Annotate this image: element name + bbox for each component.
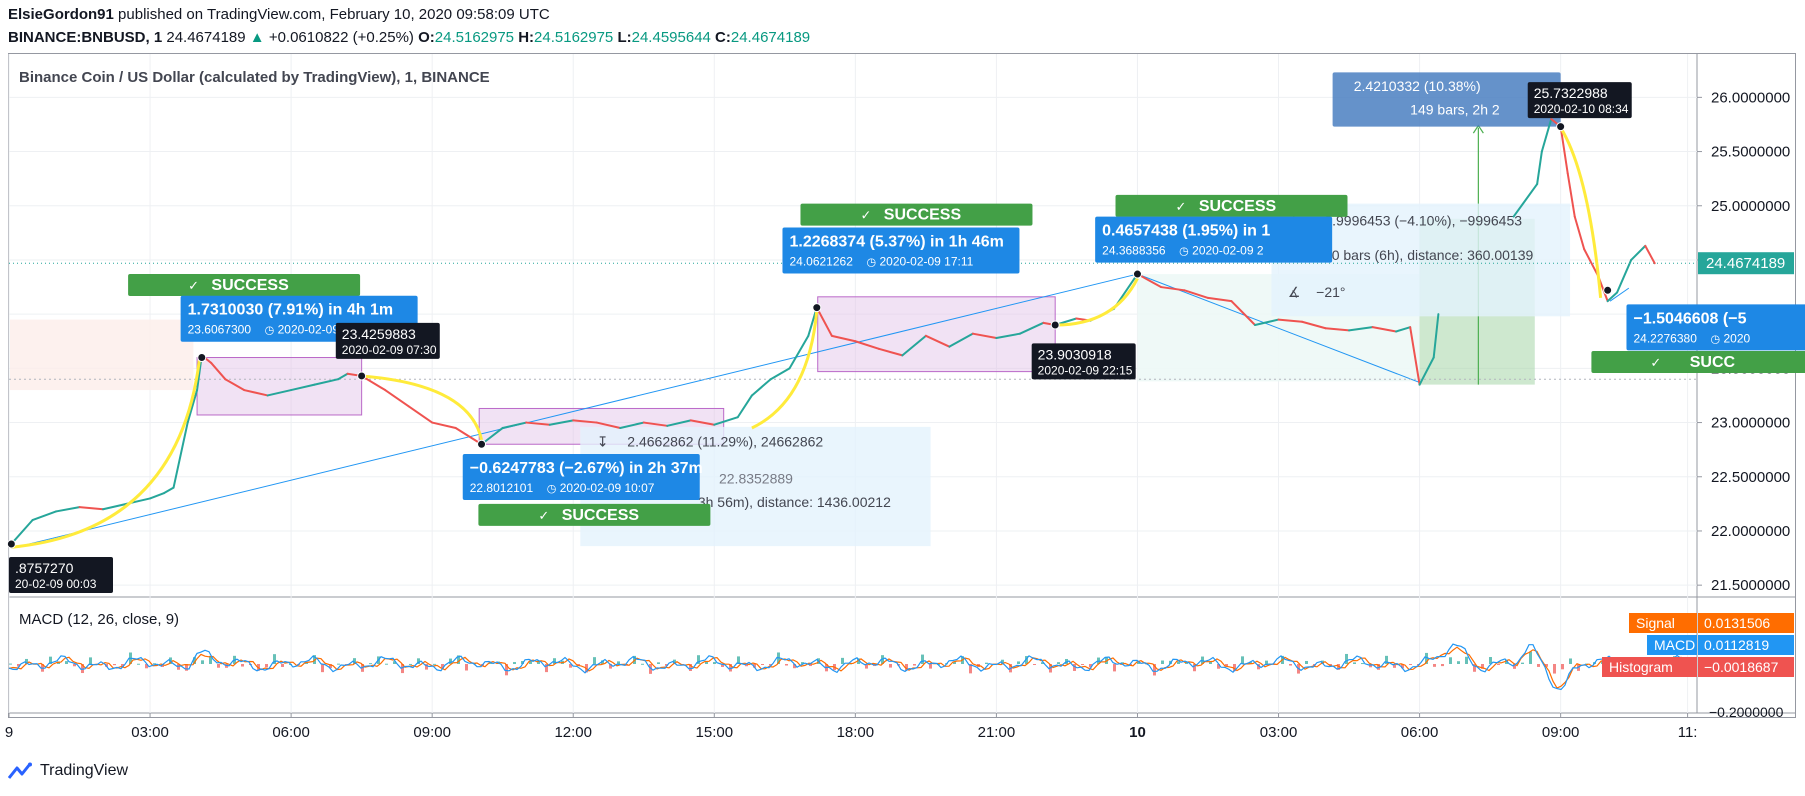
close-value: 24.4674189 [730, 29, 811, 46]
open-value: 24.5162975 [434, 29, 515, 46]
open-label: O: [418, 29, 435, 46]
x-tick-label: 12:00 [554, 724, 592, 741]
x-tick-label: 09:00 [1542, 724, 1580, 741]
footer-brand[interactable]: TradingView [40, 762, 129, 779]
publisher-user[interactable]: ElsieGordon91 [8, 6, 114, 23]
x-tick-label: 06:00 [1401, 724, 1439, 741]
x-tick-label: 21:00 [978, 724, 1016, 741]
high-value: 24.5162975 [534, 29, 614, 46]
x-tick-label: 03:00 [1260, 724, 1298, 741]
x-tick-label: 10 [1129, 724, 1146, 741]
x-tick-label: 09:00 [413, 724, 451, 741]
symbol-name: BINANCE:BNBUSD, 1 [8, 29, 163, 46]
x-tick-label: 18:00 [837, 724, 875, 741]
close-label: C: [715, 29, 731, 46]
last-price: 24.4674189 [166, 29, 246, 46]
symbol-info: BINANCE:BNBUSD, 1 24.4674189 ▲ +0.061082… [8, 29, 810, 46]
x-tick-label: 9 [5, 724, 13, 741]
low-value: 24.4595644 [631, 29, 711, 46]
low-label: L: [617, 29, 632, 46]
x-tick-label: 03:00 [131, 724, 169, 741]
published-text: published on TradingView.com, February 1… [118, 6, 550, 23]
tradingview-logo-icon [8, 762, 32, 779]
price-change: +0.0610822 (+0.25%) [268, 29, 414, 46]
footer: TradingView [8, 762, 128, 780]
high-label: H: [518, 29, 535, 46]
publish-info: ElsieGordon91 published on TradingView.c… [8, 6, 550, 23]
x-tick-label: 11: [1678, 724, 1698, 741]
x-tick-label: 15:00 [696, 724, 734, 741]
up-arrow-icon: ▲ [249, 29, 265, 46]
chart-frame [8, 53, 1796, 718]
x-tick-label: 06:00 [272, 724, 310, 741]
